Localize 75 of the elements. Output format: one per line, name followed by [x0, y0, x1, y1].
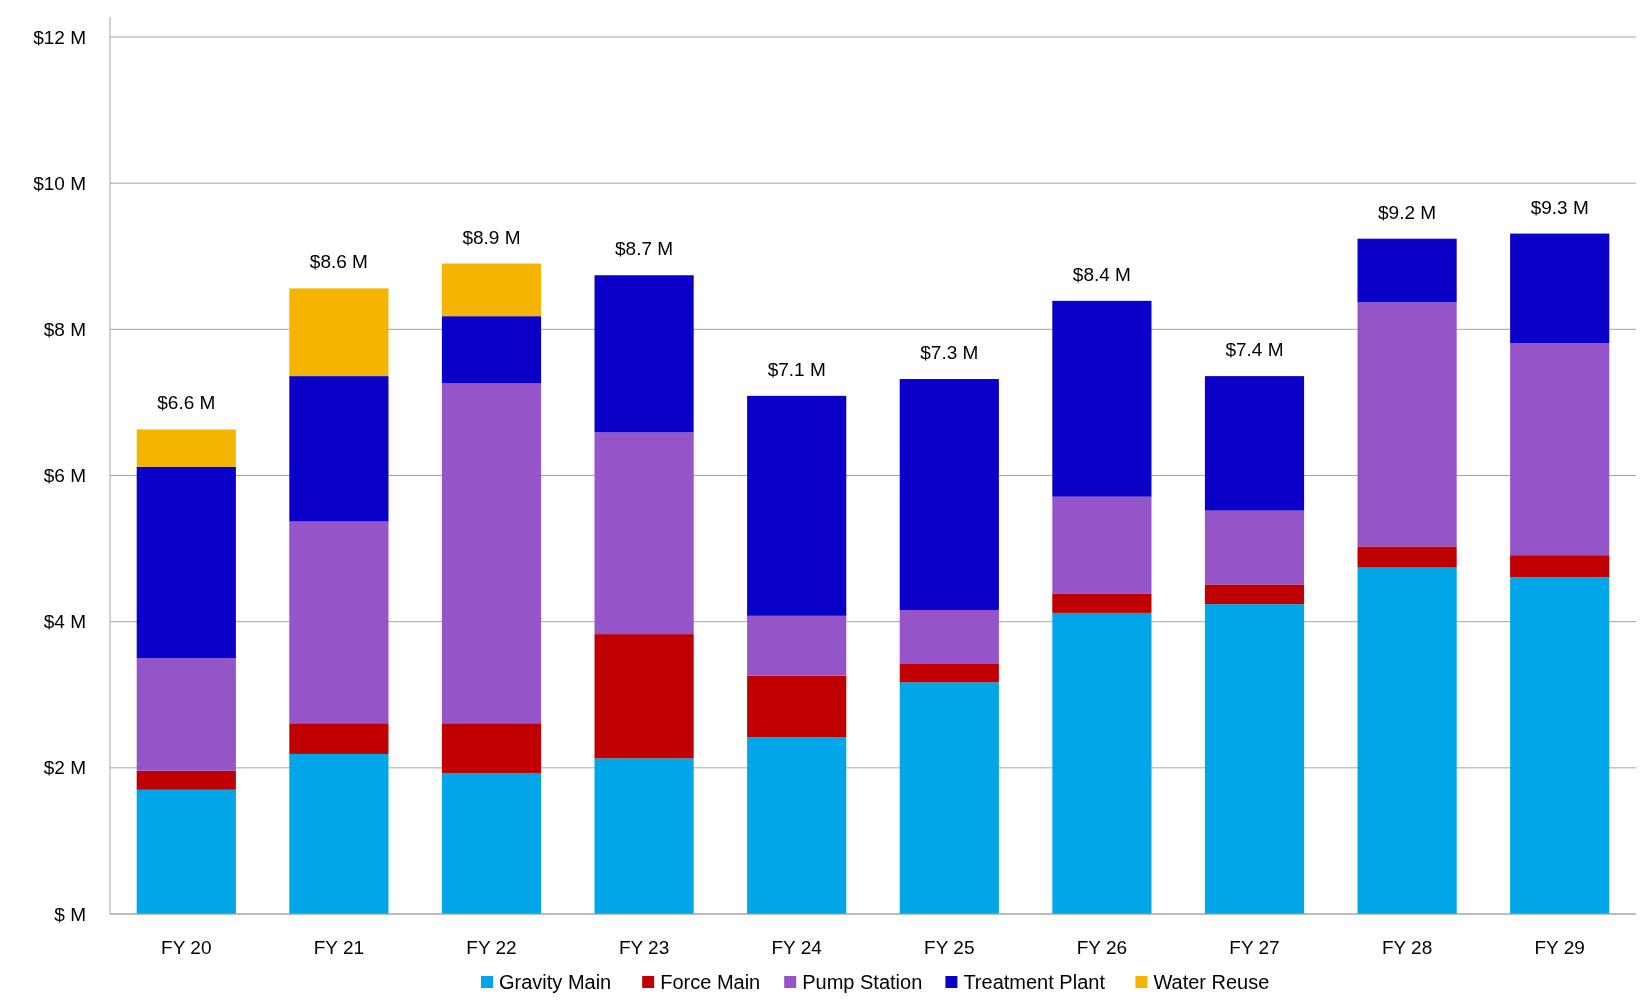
legend-label: Gravity Main [499, 971, 612, 993]
bar [594, 758, 694, 914]
bar [289, 288, 389, 377]
bar [1357, 567, 1457, 914]
total-label: $7.3 M [920, 342, 979, 364]
bar [441, 723, 542, 773]
legend-label: Treatment Plant [963, 971, 1106, 993]
bar [136, 789, 236, 914]
bar [747, 615, 847, 676]
bar [899, 682, 999, 914]
total-label: $8.9 M [462, 226, 521, 248]
bar [289, 723, 389, 754]
y-tick-label: $12 M [33, 26, 86, 48]
bar [1204, 604, 1305, 914]
x-tick-label: FY 29 [1534, 937, 1585, 958]
bar [289, 753, 389, 914]
total-label: $8.6 M [309, 251, 368, 273]
total-label: $7.4 M [1225, 339, 1284, 361]
bar [899, 663, 999, 683]
y-tick-label: $4 M [43, 611, 86, 633]
bar [899, 609, 999, 664]
bar [747, 737, 847, 914]
total-label: $9.3 M [1530, 196, 1589, 218]
legend-label: Force Main [660, 971, 761, 993]
bar [1510, 233, 1610, 344]
legend-label: Water Reuse [1153, 971, 1270, 993]
bar [441, 263, 542, 317]
bar [1510, 343, 1610, 556]
total-label: $6.6 M [157, 392, 216, 414]
x-tick-label: FY 28 [1381, 937, 1433, 958]
bar [289, 376, 389, 522]
total-label: $7.1 M [767, 358, 826, 380]
bar [1204, 510, 1305, 585]
bar [1357, 302, 1457, 547]
x-tick-label: FY 27 [1229, 937, 1280, 958]
bar [594, 432, 694, 635]
y-tick-label: $6 M [43, 465, 86, 487]
bar [1357, 238, 1457, 303]
x-tick-label: FY 21 [313, 937, 365, 958]
bar [747, 395, 847, 616]
bar [136, 658, 236, 771]
bar [1052, 496, 1152, 594]
x-tick-label: FY 24 [771, 937, 823, 958]
bar [594, 634, 694, 759]
bar [1052, 593, 1152, 613]
x-tick-label: FY 20 [161, 937, 212, 958]
bar [441, 383, 542, 724]
x-tick-label: FY 23 [618, 937, 670, 958]
bar [136, 466, 236, 659]
bar [1052, 300, 1152, 497]
bar [1204, 584, 1305, 605]
bar [1204, 376, 1305, 511]
bar [289, 521, 389, 724]
x-tick-label: FY 26 [1076, 937, 1128, 958]
bar [1052, 612, 1152, 914]
bar [1510, 555, 1610, 578]
y-tick-label: $8 M [43, 318, 86, 340]
bar [594, 275, 694, 433]
y-tick-label: $ M [54, 903, 86, 925]
bar [1357, 546, 1457, 568]
bar [899, 379, 999, 610]
legend-label: Pump Station [802, 971, 923, 993]
total-label: $9.2 M [1378, 201, 1437, 223]
bar [136, 429, 236, 467]
x-tick-label: FY 25 [924, 937, 975, 958]
bar [441, 316, 542, 384]
total-label: $8.4 M [1072, 263, 1131, 285]
y-tick-label: $10 M [33, 172, 86, 194]
bar [441, 772, 542, 914]
bar [747, 675, 847, 738]
bar [136, 770, 236, 790]
x-tick-label: FY 22 [466, 937, 517, 958]
total-label: $8.7 M [615, 238, 674, 260]
y-tick-label: $2 M [43, 757, 86, 779]
bar [1510, 577, 1610, 914]
